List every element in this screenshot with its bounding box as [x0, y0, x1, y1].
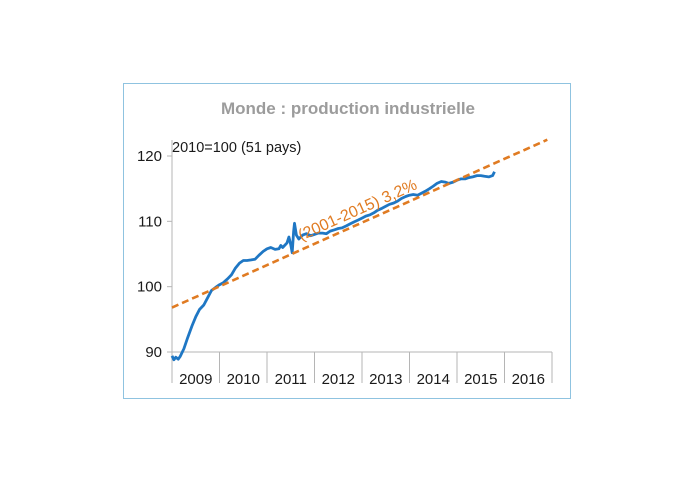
series-layer	[170, 138, 548, 362]
chart-svg: Monde : production industrielle 2010=100…	[137, 99, 553, 388]
x-tick-label: 2013	[369, 371, 402, 388]
y-tick-label: 120	[137, 148, 162, 165]
y-tick-label: 110	[138, 213, 162, 230]
x-tick-label: 2015	[464, 371, 497, 388]
trend-label: (2001-2015) 3,2%	[296, 177, 420, 245]
axes-layer	[167, 140, 553, 383]
x-tick-label: 2011	[275, 371, 307, 388]
chart-frame: Monde : production industrielle 2010=100…	[123, 83, 571, 399]
x-tick-label: 2016	[512, 371, 545, 388]
chart-title: Monde : production industrielle	[221, 99, 475, 118]
x-tick-label: 2012	[322, 371, 355, 388]
y-tick-label: 90	[145, 344, 162, 361]
y-tick-label: 100	[137, 279, 162, 296]
chart-note: 2010=100 (51 pays)	[172, 140, 301, 156]
series-line	[170, 171, 496, 362]
trend-line	[171, 138, 548, 309]
x-tick-label: 2014	[417, 371, 450, 388]
x-tick-label: 2010	[227, 371, 260, 388]
x-tick-label: 2009	[179, 371, 212, 388]
